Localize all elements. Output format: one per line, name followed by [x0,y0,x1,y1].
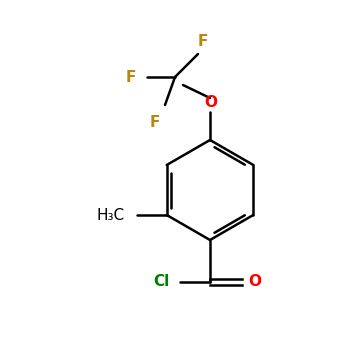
Text: F: F [150,115,160,130]
Text: Cl: Cl [153,274,169,289]
Text: O: O [248,274,261,289]
Text: F: F [126,70,136,84]
Text: H₃C: H₃C [97,208,125,223]
Text: F: F [198,34,208,49]
Text: O: O [204,95,217,110]
